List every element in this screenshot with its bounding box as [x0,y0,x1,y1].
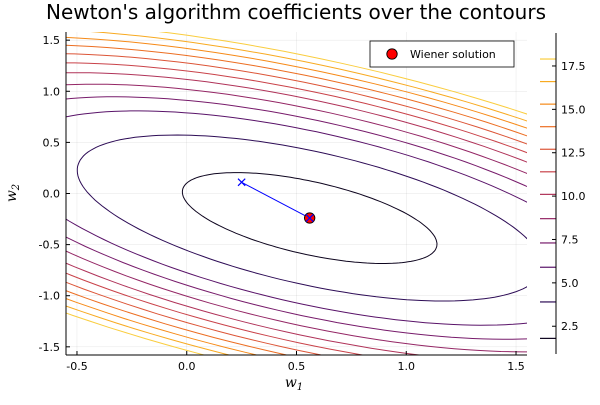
y-tick-label-5: 1.0 [43,85,61,98]
contour-line-2 [66,110,527,326]
contour-line-8 [66,44,527,355]
colorbar-tick-label-6: 17.5 [561,60,586,73]
colorbar-tick-label-5: 15.0 [561,103,586,116]
contour-line-3 [66,96,527,340]
x-axis-label-subscript: 1 [297,382,303,393]
colorbar: 2.5 5.0 7.5 10.0 12.5 15.0 17.5 [540,33,586,354]
legend-label-wiener: Wiener solution [410,48,496,61]
colorbar-tick-label-4: 12.5 [561,147,586,160]
y-tick-label-2: -0.5 [39,239,60,252]
contour-line-10 [66,32,527,355]
colorbar-tick-label-3: 10.0 [561,190,586,203]
contour-line-4 [66,83,527,353]
y-tick-label-6: 1.5 [43,34,61,47]
contour-line-5 [66,72,527,355]
x-axis-label: w1 [285,375,303,393]
colorbar-tick-label-0: 2.5 [561,320,579,333]
legend-marker-wiener [386,48,398,60]
y-tick-label-3: 0.0 [43,188,61,201]
contour-line-11 [66,32,527,355]
contour-line-9 [66,36,527,355]
y-tick-label-4: 0.5 [43,136,61,149]
y-tick-label-0: -1.5 [39,341,60,354]
contour-line-1 [76,134,527,302]
colorbar-tick-label-1: 5.0 [561,277,579,290]
newton-path-line [241,181,310,219]
x-tick-label-1: 0.0 [178,360,196,373]
x-tick-label-4: 1.5 [507,360,525,373]
y-axis-label-subscript: 2 [11,184,22,191]
newton-iterate-marker-0 [237,178,246,187]
x-axis-label-main: w [285,375,297,391]
x-tick-label-0: -0.5 [66,360,87,373]
y-axis-label-main: w [4,190,20,202]
contour-line-0 [181,172,438,264]
grid-lines [66,32,527,355]
y-axis-label: w2 [4,184,22,202]
x-tick-label-3: 1.0 [398,360,416,373]
y-tick-label-1: -1.0 [39,290,60,303]
chart-title: Newton's algorithm coefficients over the… [46,0,546,24]
contour-lines [66,32,527,355]
contour-line-7 [66,53,527,355]
x-tick-label-2: 0.5 [288,360,306,373]
newton-path [237,178,316,224]
contour-line-6 [66,62,527,355]
colorbar-tick-label-2: 7.5 [561,233,579,246]
axis-ticks: -0.5 0.0 0.5 1.0 1.5 -1.5 -1.0 -0.5 0.0 0.5 1.0 1.5 [39,34,525,373]
legend: Wiener solution [369,40,515,68]
newton-iterate-marker-1 [305,214,314,223]
